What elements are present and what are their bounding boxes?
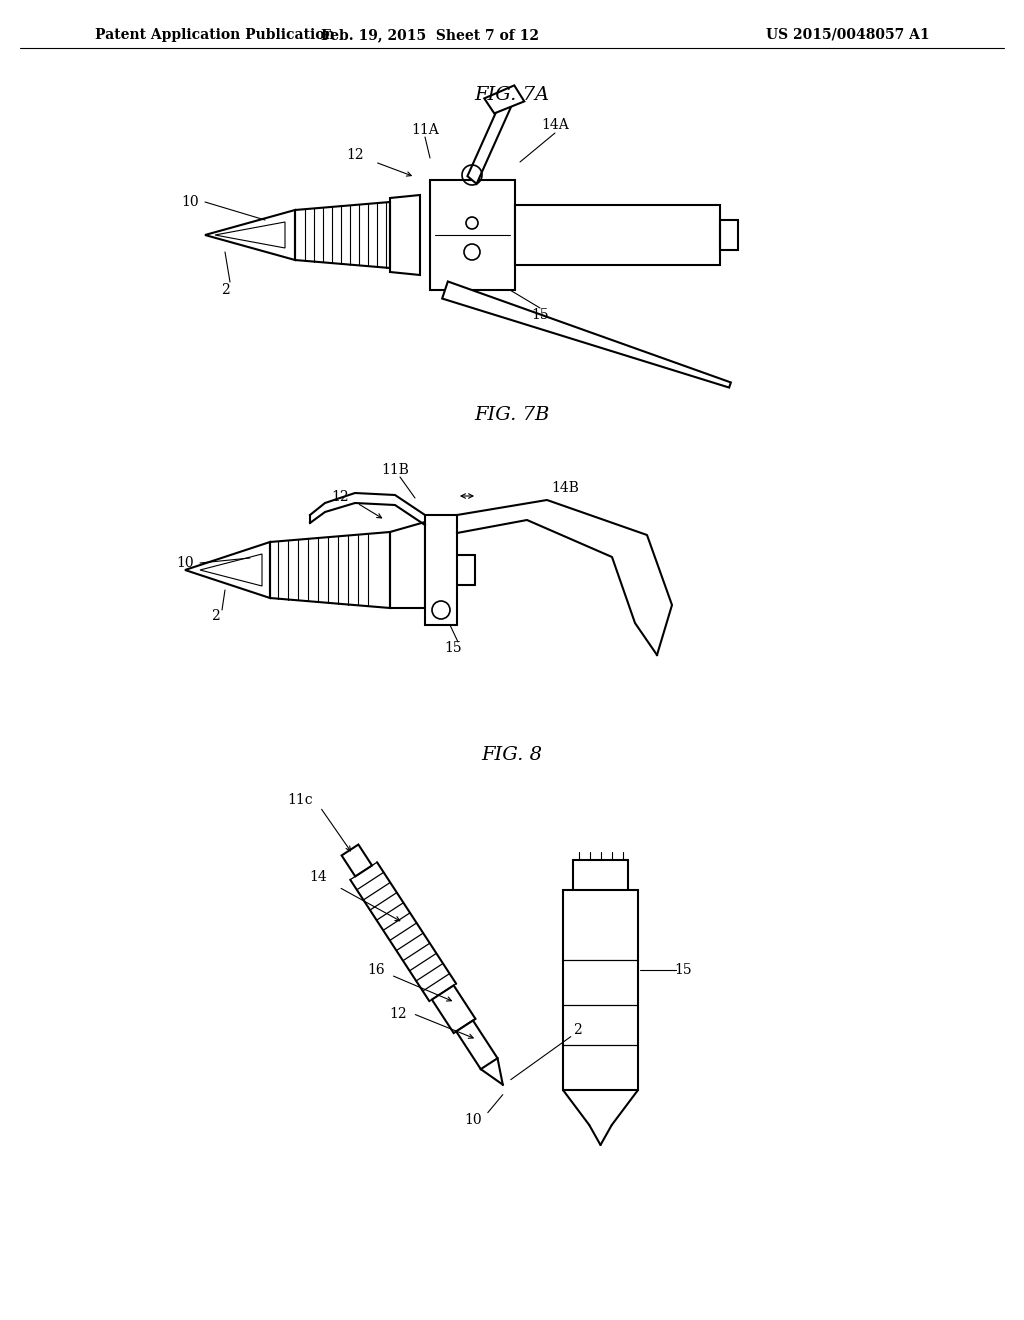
- Text: 11B: 11B: [381, 463, 409, 477]
- Polygon shape: [515, 205, 720, 265]
- Text: 14A: 14A: [541, 117, 569, 132]
- Polygon shape: [342, 845, 372, 876]
- Text: 15: 15: [444, 642, 462, 655]
- Text: FIG. 8: FIG. 8: [481, 746, 543, 764]
- Text: 16: 16: [368, 964, 385, 977]
- Text: FIG. 7B: FIG. 7B: [474, 407, 550, 424]
- Text: 15: 15: [531, 308, 549, 322]
- Text: 10: 10: [176, 556, 194, 570]
- Text: 12: 12: [389, 1007, 407, 1020]
- Polygon shape: [484, 86, 524, 114]
- Text: FIG. 7A: FIG. 7A: [474, 86, 550, 104]
- Polygon shape: [442, 281, 731, 388]
- Text: 14B: 14B: [551, 480, 579, 495]
- Text: Patent Application Publication: Patent Application Publication: [95, 28, 335, 42]
- Polygon shape: [467, 99, 511, 183]
- Polygon shape: [215, 222, 285, 248]
- Text: 14: 14: [310, 870, 328, 884]
- Text: 2: 2: [220, 282, 229, 297]
- Text: 2: 2: [211, 609, 219, 623]
- Polygon shape: [457, 1020, 498, 1069]
- Text: 11A: 11A: [411, 123, 439, 137]
- Text: US 2015/0048057 A1: US 2015/0048057 A1: [766, 28, 930, 42]
- Polygon shape: [432, 985, 475, 1034]
- Polygon shape: [563, 890, 638, 1090]
- Text: Feb. 19, 2015  Sheet 7 of 12: Feb. 19, 2015 Sheet 7 of 12: [321, 28, 539, 42]
- Text: 10: 10: [464, 1113, 481, 1127]
- Polygon shape: [430, 180, 515, 290]
- Text: 12: 12: [346, 148, 364, 162]
- Text: 12: 12: [331, 490, 349, 504]
- Polygon shape: [425, 515, 457, 624]
- Text: 11c: 11c: [287, 793, 312, 807]
- Text: 10: 10: [181, 195, 199, 209]
- Polygon shape: [200, 554, 262, 586]
- Text: 15: 15: [674, 964, 692, 977]
- Text: 2: 2: [573, 1023, 583, 1036]
